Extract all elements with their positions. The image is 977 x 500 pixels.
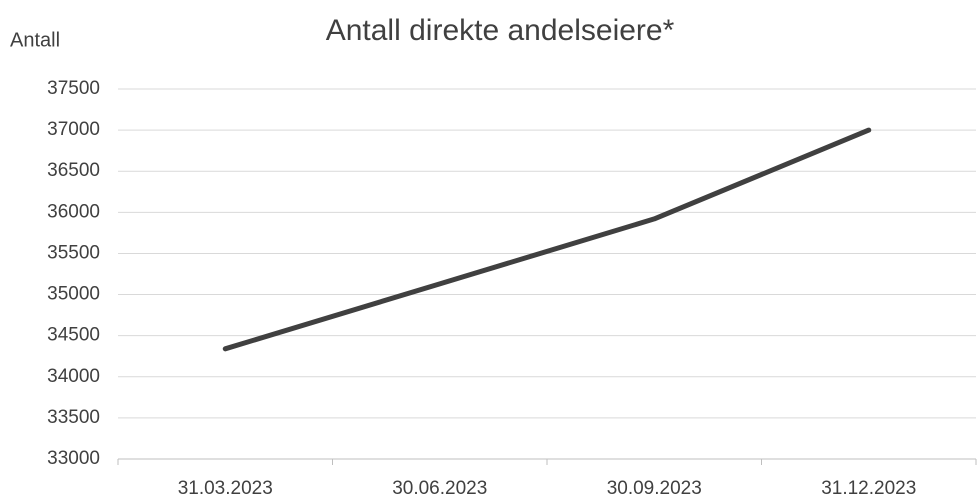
y-tick-label: 35500 (47, 242, 100, 263)
y-tick-label: 33500 (47, 407, 100, 428)
y-tick-label: 37500 (47, 78, 100, 99)
y-tick-label: 34000 (47, 366, 100, 387)
line (222, 127, 872, 352)
y-tick-label: 33000 (47, 448, 100, 469)
y-tick-label: 34500 (47, 325, 100, 346)
y-tick-label: 36500 (47, 160, 100, 181)
x-tick-label: 30.09.2023 (607, 478, 702, 499)
x-tick-label: 30.06.2023 (392, 478, 487, 499)
chart-title: Antall direkte andelseiere* (326, 14, 675, 47)
y-tick-label: 35000 (47, 284, 100, 305)
y-axis-label: Antall (10, 29, 60, 51)
y-tick-label: 36000 (47, 201, 100, 222)
y-tick-label: 37000 (47, 119, 100, 140)
x-tick-label: 31.12.2023 (821, 478, 916, 499)
x-tick-label: 31.03.2023 (178, 478, 273, 499)
